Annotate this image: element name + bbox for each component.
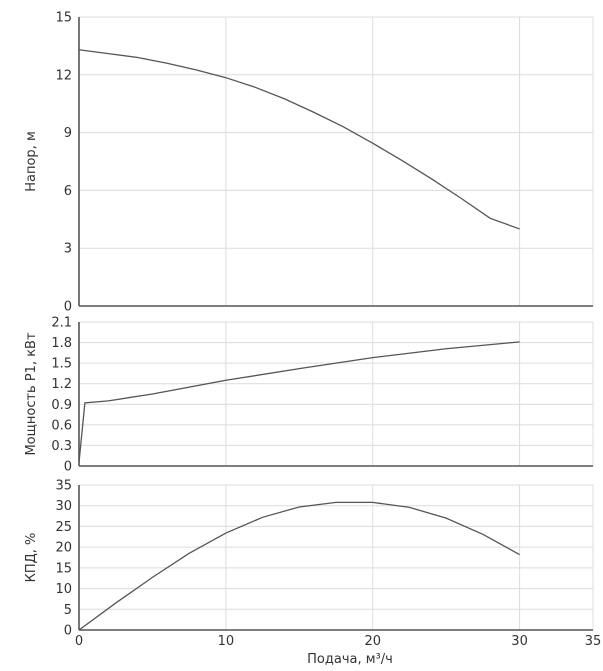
x-tick-label: 35 [585, 634, 602, 649]
head-panel: 0 3 6 9 12 15 Напор, м [24, 11, 594, 315]
y-tick-label: 0.3 [51, 439, 72, 454]
y-tick-label: 20 [55, 541, 72, 556]
y-axis-title: КПД, % [24, 533, 39, 583]
y-tick-label: 0.9 [51, 398, 72, 413]
y-tick-label: 0 [64, 624, 72, 639]
y-tick-label: 9 [64, 126, 72, 141]
y-tick-label: 5 [64, 603, 72, 618]
power-curve [78, 341, 520, 463]
y-tick-label: 10 [55, 582, 72, 597]
y-tick-label: 35 [55, 479, 72, 494]
y-axis-title: Напор, м [24, 131, 39, 192]
y-tick-label: 1.8 [51, 336, 72, 351]
y-tick-label: 25 [55, 520, 72, 535]
y-axis-title: Мощность P1, кВт [24, 332, 39, 456]
x-axis-title: Подача, м³/ч [307, 652, 393, 667]
y-tick-label: 3 [64, 242, 72, 257]
y-tick-label: 1.2 [51, 377, 72, 392]
x-tick-label: 0 [75, 634, 83, 649]
efficiency-panel: 0 5 10 15 20 25 30 35 КПД, % 0 10 20 30 35 Подача, м³/… [24, 479, 601, 668]
y-tick-label: 12 [55, 68, 72, 83]
power-panel: 0 0.3 0.6 0.9 1.2 1.5 1.8 2.1 Мощность P1, кВт [24, 316, 594, 475]
y-tick-label: 2.1 [51, 316, 72, 331]
y-tick-label: 15 [55, 11, 72, 26]
efficiency-curve [78, 501, 520, 631]
x-tick-label: 30 [511, 634, 528, 649]
y-tick-label: 1.5 [51, 357, 72, 372]
head-curve [78, 49, 520, 230]
x-tick-label: 20 [364, 634, 381, 649]
y-tick-label: 15 [55, 561, 72, 576]
y-tick-label: 30 [55, 499, 72, 514]
y-tick-label: 6 [64, 184, 72, 199]
x-tick-label: 10 [218, 634, 235, 649]
y-tick-label: 0.6 [51, 418, 72, 433]
y-tick-label: 0 [64, 460, 72, 475]
y-tick-label: 0 [64, 300, 72, 315]
